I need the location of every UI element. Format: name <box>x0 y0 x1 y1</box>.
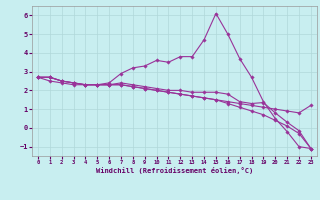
X-axis label: Windchill (Refroidissement éolien,°C): Windchill (Refroidissement éolien,°C) <box>96 167 253 174</box>
